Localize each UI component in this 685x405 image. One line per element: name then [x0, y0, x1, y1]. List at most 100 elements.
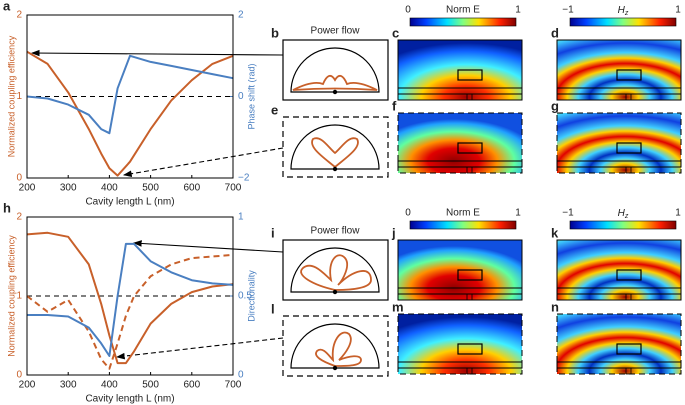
panel-letter: d: [551, 25, 559, 40]
power-flow-plot: [282, 39, 389, 101]
colorbar: [409, 17, 517, 27]
colorbar-tick-label: −1: [562, 5, 574, 16]
power-lobes: [292, 74, 378, 91]
arrow: [30, 49, 284, 57]
slit: [466, 166, 473, 174]
panel-letter: i: [271, 225, 275, 240]
slit: [625, 367, 632, 375]
power-flow-plot: [282, 239, 389, 301]
x-axis-label: Cavity length L (nm): [85, 197, 174, 208]
plot-frame: [26, 216, 234, 376]
line-series: [26, 50, 234, 177]
x-tick-label: 200: [19, 183, 36, 194]
y-tick-label: 1: [16, 91, 22, 102]
x-tick-label: 600: [183, 183, 200, 194]
source-dot: [332, 289, 338, 295]
colorbar-tick-label: 0: [405, 5, 411, 16]
x-tick-label: 400: [101, 380, 118, 391]
panel-letter: g: [551, 98, 559, 113]
panel-letter: n: [551, 299, 559, 314]
semicircle: [290, 124, 380, 170]
arrow: [132, 240, 284, 253]
panel-letter: k: [551, 225, 559, 240]
panel-letter: e: [271, 102, 278, 117]
cavity: [616, 142, 642, 154]
x-tick-label: 500: [142, 183, 159, 194]
panel-letter: l: [271, 301, 275, 316]
y-tick-label: 2: [16, 10, 22, 21]
colorbar-label: Norm E: [446, 5, 480, 16]
y2-axis-label: Phase shift (rad): [246, 63, 256, 129]
slit: [625, 166, 632, 174]
field-map: [556, 313, 682, 375]
field-map: [397, 239, 523, 301]
colorbar-tick-label: 1: [515, 5, 521, 16]
arrow: [115, 337, 284, 360]
field-map: [556, 112, 682, 174]
cavity: [616, 343, 642, 355]
arrows: [30, 49, 284, 360]
x-tick-label: 300: [60, 380, 77, 391]
panel-frame: [397, 239, 523, 301]
panel-letter: j: [391, 225, 396, 240]
subscript: z: [624, 213, 629, 220]
panel-frame: [556, 239, 682, 301]
semicircle: [290, 247, 380, 293]
x-tick-label: 200: [19, 380, 36, 391]
subscript: z: [624, 10, 629, 17]
colorbar: [569, 17, 677, 27]
power-flow-plot: [282, 116, 389, 178]
line-series: [26, 231, 234, 365]
symbol: H: [618, 208, 626, 219]
colorbar-tick-label: 1: [675, 5, 681, 16]
colorbar-tick-label: 1: [675, 208, 681, 219]
field-map: [556, 39, 682, 101]
y2-tick-label: 1: [238, 212, 244, 223]
x-tick-label: 700: [225, 183, 242, 194]
panel-frame: [397, 313, 523, 375]
panel-frame: [556, 39, 682, 101]
panel-letter: m: [392, 299, 404, 314]
panel-letter: b: [271, 25, 279, 40]
y-tick-label: 1: [16, 291, 22, 302]
cavity: [457, 69, 483, 81]
x-tick-label: 600: [183, 380, 200, 391]
colorbar: [409, 220, 517, 230]
arrow: [122, 147, 284, 177]
colorbar-label: Hz: [618, 208, 629, 220]
panel-letter: h: [3, 200, 11, 215]
line-series: [27, 242, 234, 357]
field-map: [397, 313, 523, 375]
power-lobes: [300, 254, 372, 291]
panel-letter: a: [3, 0, 11, 13]
colorbar: [569, 220, 677, 230]
y2-tick-label: −2: [238, 173, 250, 184]
power-flow-plot: [282, 315, 389, 377]
cavity: [457, 269, 483, 281]
colorbar-label: Hz: [618, 5, 629, 17]
plot-frame: [26, 14, 234, 179]
colorbar-label: Norm E: [446, 208, 480, 219]
colorbar-tick-label: −1: [562, 208, 574, 219]
y2-tick-label: 0: [238, 370, 244, 381]
panel-title: Power flow: [311, 226, 361, 237]
y-axis-label: Normalized coupling efficiency: [6, 235, 16, 357]
cavity: [616, 69, 642, 81]
panel-frame: [556, 313, 682, 375]
panel-frame: [282, 116, 389, 178]
panel-frame: [282, 315, 389, 377]
panel-frame: [397, 112, 523, 174]
power-lobes: [315, 331, 362, 367]
panel-frame: [282, 39, 389, 101]
x-tick-label: 500: [142, 380, 159, 391]
x-tick-label: 400: [101, 183, 118, 194]
cavity: [616, 269, 642, 281]
colorbar-tick-label: 1: [515, 208, 521, 219]
semicircle: [290, 47, 380, 93]
source-dot: [332, 365, 338, 371]
panel-frame: [556, 112, 682, 174]
y2-tick-label: 0.5: [238, 291, 252, 302]
panel-letter: f: [392, 98, 397, 113]
